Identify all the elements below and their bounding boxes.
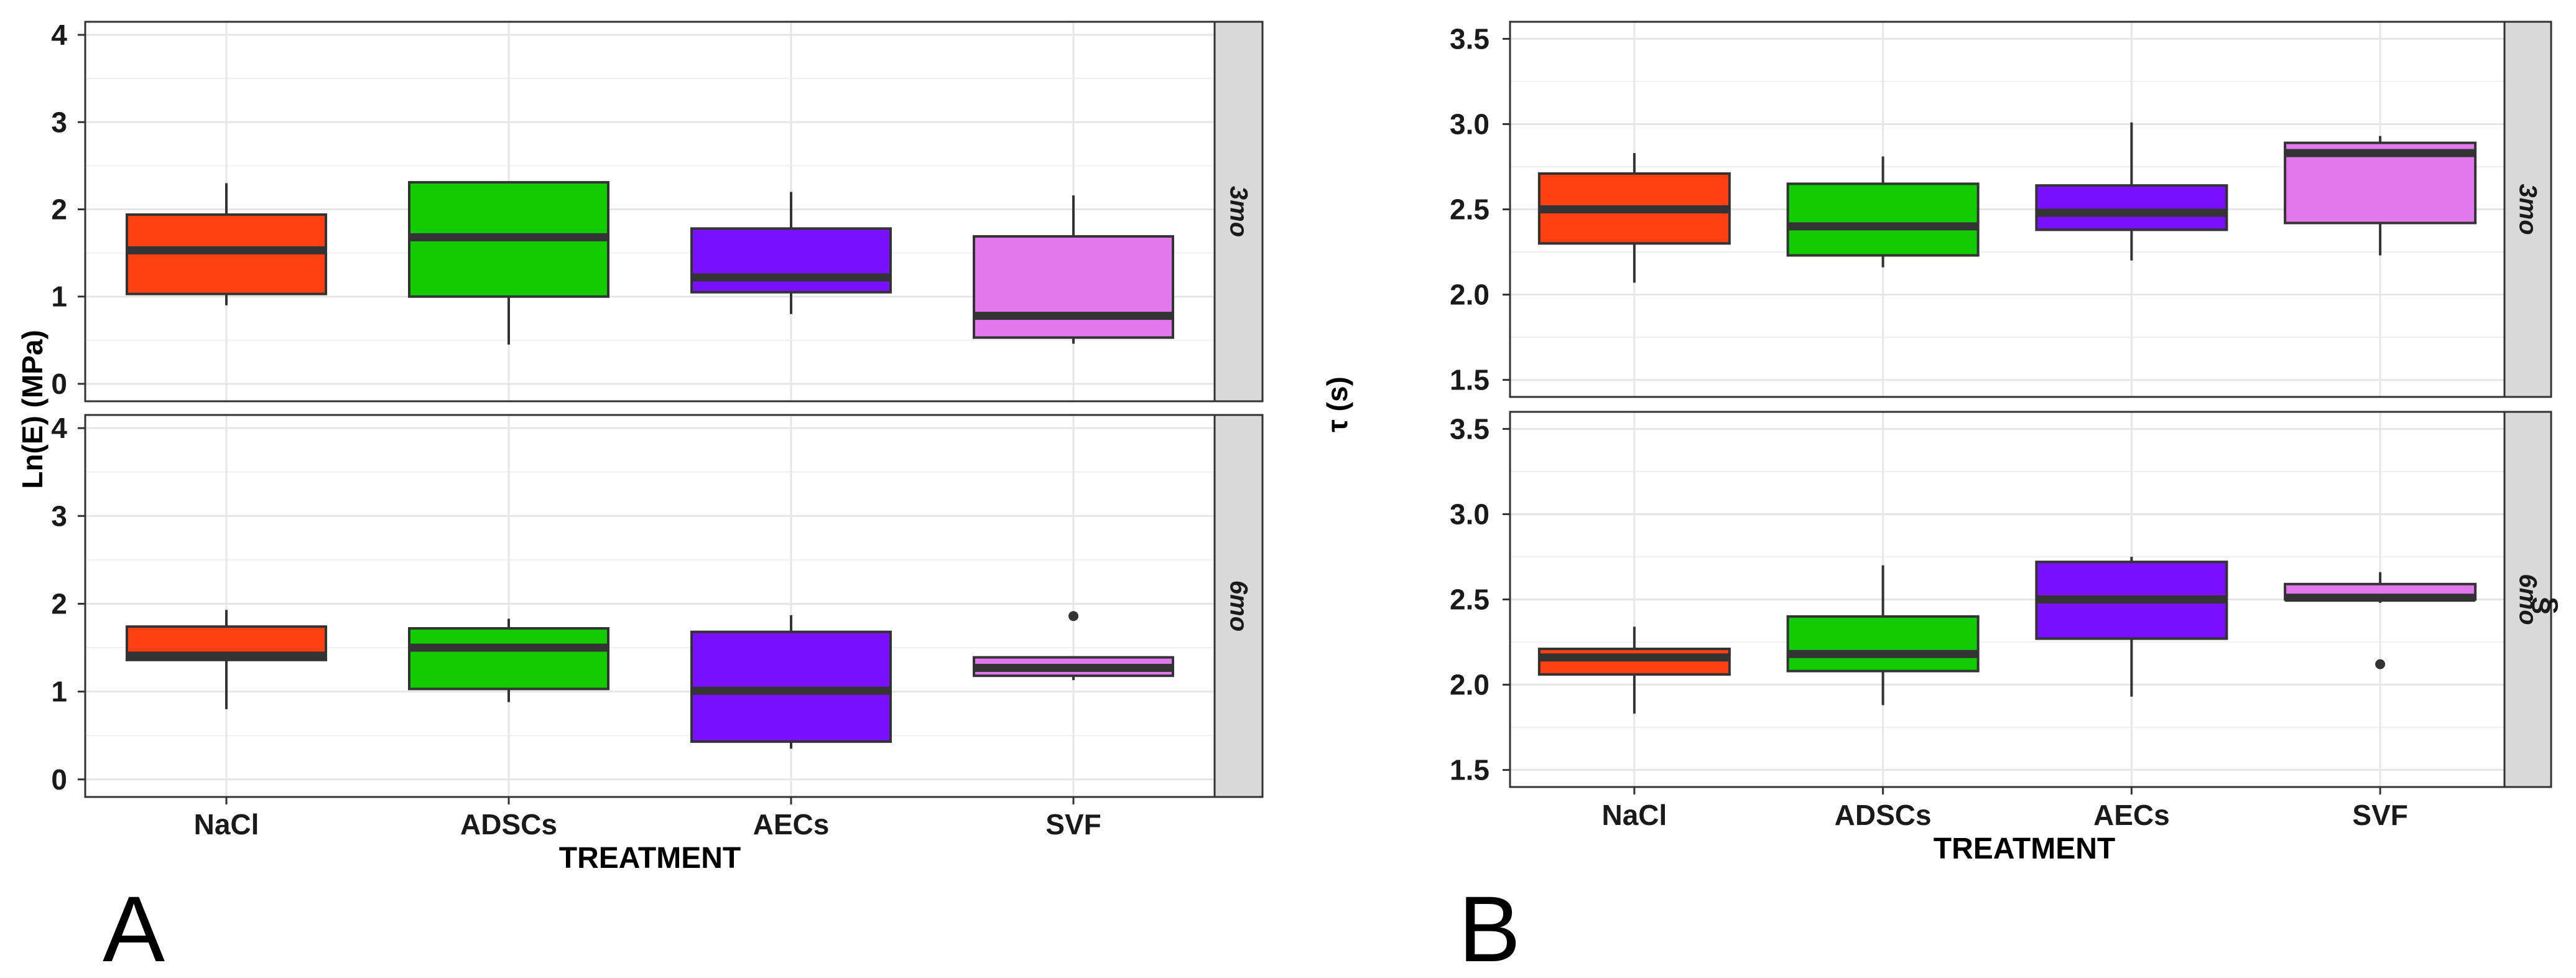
box-body [1786,182,1980,257]
facet-strip [2503,21,2552,398]
x-tick-label: SVF [1045,808,1101,841]
facet-strip-label: 6mo [1225,580,1253,631]
y-axis-title: Ln(E) (MPa) [16,330,49,489]
y-tick-label: 2.5 [1450,193,1490,226]
box-nacl [126,610,327,709]
box-nacl [126,183,327,305]
y-tick-label: 4 [51,19,67,51]
box-aecs [2035,556,2228,697]
box-adscs [408,181,609,345]
y-tick-label: 1.5 [1450,754,1490,786]
box-body [408,626,609,691]
x-tick-label: AECs [753,808,830,841]
y-tick-label: 1.5 [1450,364,1490,396]
y-tick-label: 2.0 [1450,669,1490,701]
y-tick-label: 3.5 [1450,22,1490,55]
y-tick-label: 3 [51,106,67,138]
y-axis-title: τ (s) [1321,376,1353,432]
box-body [2035,184,2228,231]
facet-3mo: 0 1 2 3 4 3mo [51,19,1264,403]
y-tick-label: 0 [51,763,67,796]
y-tick-label: 4 [51,412,67,444]
x-tick-label: ADSCs [1835,799,1932,831]
x-tick-label: ADSCs [460,808,557,841]
y-tick-label: 1 [51,676,67,708]
y-tick-label: 2.5 [1450,584,1490,616]
box-svf [2284,136,2477,256]
panel-letter: B [1458,877,1521,978]
y-tick-label: 3.0 [1450,108,1490,140]
facet-strip [1213,414,1264,798]
panel-letter: A [103,877,165,978]
facet-strip [2503,411,2552,788]
chart-panel-b: 1.5 2.0 2.5 3.0 3.5 3mo 1.5 2.0 2.5 3.0 3.5 6mo§ NaC… [1321,21,2564,978]
box-aecs [2035,122,2228,261]
plot-background [85,415,1215,797]
x-axis-title: TREATMENT [1934,832,2115,865]
box-body [690,227,892,294]
box-svf [2284,572,2477,669]
facet-strip [1213,21,1264,403]
y-tick-label: 2.0 [1450,279,1490,311]
box-adscs [1786,565,1980,706]
box-aecs [690,192,892,314]
x-tick-label: AECs [2093,799,2170,831]
x-axis-title: TREATMENT [559,842,741,875]
y-tick-label: 3 [51,500,67,532]
box-adscs [1786,156,1980,268]
facet-strip-label: 3mo [2514,184,2542,235]
y-tick-label: 3.5 [1450,412,1490,445]
box-body [1537,647,1731,676]
y-tick-label: 2 [51,193,67,225]
outlier-point [2375,659,2386,669]
facet-strip-label: 6mo [2514,574,2542,625]
box-body [1786,615,1980,673]
facet-strip-label: 3mo [1225,186,1253,237]
box-body [973,235,1174,339]
chart-panel-a: 0 1 2 3 4 3mo 0 1 2 3 4 6mo NaCl ADSCs AECs SVF TREATMEN… [16,19,1264,978]
facet-3mo: 1.5 2.0 2.5 3.0 3.5 3mo [1450,21,2552,398]
y-tick-label: 3.0 [1450,498,1490,530]
significance-marker: § [2528,597,2564,615]
box-nacl [1537,626,1731,714]
box-svf [973,195,1174,344]
x-tick-label: NaCl [194,808,259,841]
y-tick-label: 1 [51,281,67,313]
y-tick-label: 2 [51,587,67,620]
y-tick-label: 0 [51,368,67,400]
x-tick-label: SVF [2352,799,2407,831]
facet-6mo: 0 1 2 3 4 6mo [51,412,1264,798]
box-aecs [690,615,892,749]
box-nacl [1537,153,1731,283]
box-svf [973,611,1174,681]
facet-6mo: 1.5 2.0 2.5 3.0 3.5 6mo§ [1450,411,2564,788]
outlier-point [1068,611,1078,622]
x-tick-label: NaCl [1601,799,1667,831]
box-adscs [408,618,609,702]
